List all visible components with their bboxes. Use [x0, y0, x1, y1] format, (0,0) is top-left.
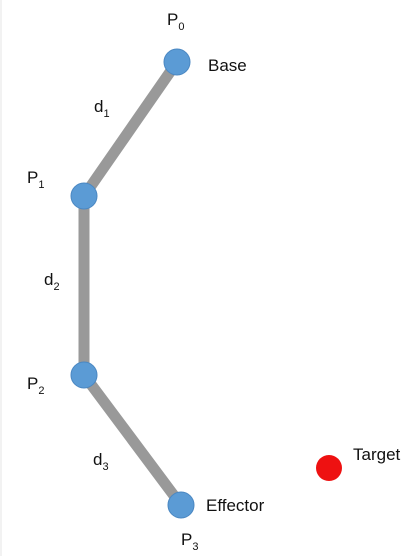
- joint-p3[interactable]: [167, 491, 195, 519]
- target-point[interactable]: [316, 455, 342, 481]
- effector-label: Effector: [206, 496, 265, 515]
- joint-p1[interactable]: [70, 182, 98, 210]
- link-d3: [78, 369, 187, 511]
- base-label: Base: [208, 56, 247, 75]
- joint-p2[interactable]: [70, 361, 98, 389]
- label-p1: P1: [27, 168, 44, 191]
- joint-p0[interactable]: [163, 48, 191, 76]
- link-d1: [78, 56, 183, 202]
- label-p2: P2: [27, 374, 44, 397]
- label-d1: d1: [94, 97, 110, 120]
- label-p0: P0: [167, 10, 184, 33]
- label-d3: d3: [93, 450, 109, 473]
- label-d2: d2: [44, 270, 60, 293]
- target-label: Target: [353, 445, 401, 464]
- label-p3: P3: [181, 530, 198, 553]
